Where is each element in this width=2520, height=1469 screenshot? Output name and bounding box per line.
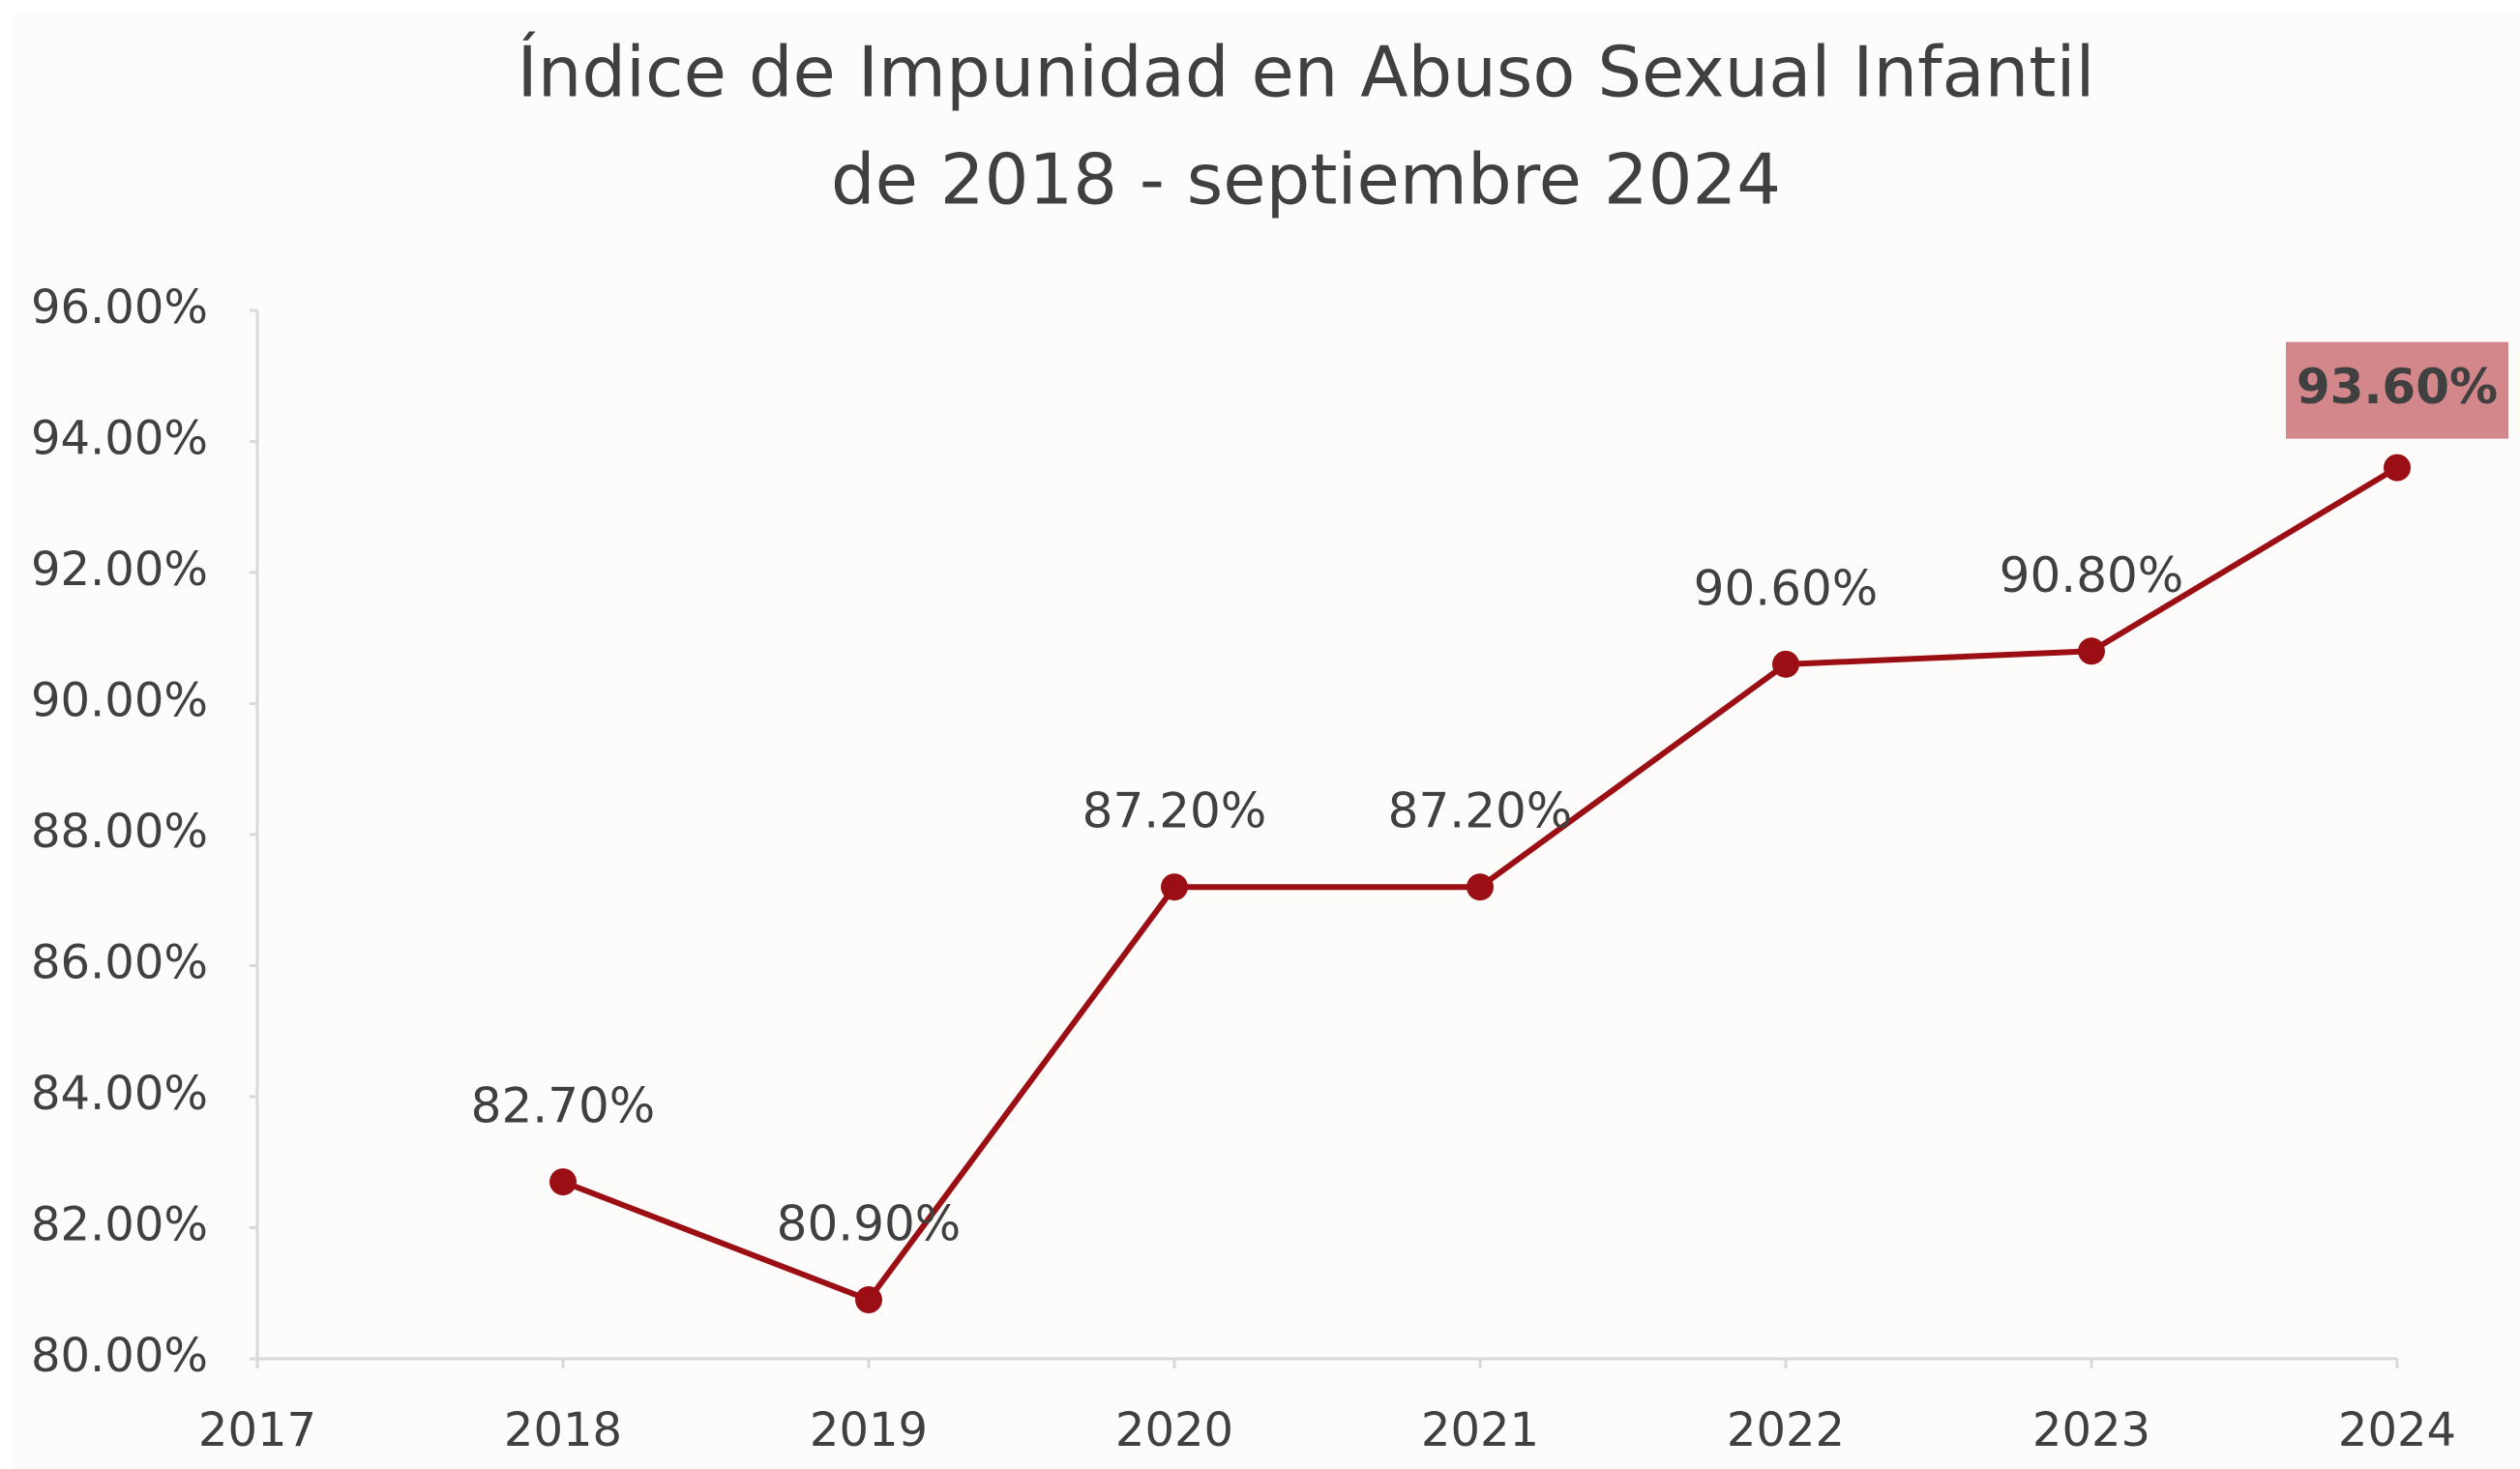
data-label: 87.20% xyxy=(1388,783,1573,839)
y-tick-label: 84.00% xyxy=(31,1067,208,1121)
data-point xyxy=(1772,651,1799,678)
y-tick-label: 86.00% xyxy=(31,936,208,990)
y-tick-label: 96.00% xyxy=(31,280,208,335)
data-point xyxy=(1161,873,1188,900)
data-point xyxy=(549,1168,577,1195)
x-tick-label: 2020 xyxy=(1115,1403,1233,1457)
x-tick-label: 2021 xyxy=(1421,1403,1539,1457)
data-label: 82.70% xyxy=(471,1078,656,1134)
y-tick-label: 92.00% xyxy=(31,543,208,597)
data-label: 80.90% xyxy=(777,1196,962,1252)
data-label-highlight: 93.60% xyxy=(2297,359,2498,415)
x-tick-label: 2024 xyxy=(2338,1403,2456,1457)
y-tick-label: 80.00% xyxy=(31,1329,208,1383)
y-tick-label: 82.00% xyxy=(31,1198,208,1252)
data-point xyxy=(855,1286,882,1313)
data-point xyxy=(2384,455,2411,482)
data-point xyxy=(2078,637,2105,664)
y-tick-label: 94.00% xyxy=(31,412,208,466)
data-point xyxy=(1467,873,1494,900)
data-label: 90.60% xyxy=(1694,560,1879,616)
x-tick-label: 2019 xyxy=(810,1403,928,1457)
chart-title: Índice de Impunidad en Abuso Sexual Infa… xyxy=(517,32,2094,113)
data-label: 87.20% xyxy=(1082,783,1267,839)
chart: Índice de Impunidad en Abuso Sexual Infa… xyxy=(0,0,2520,1469)
x-tick-label: 2023 xyxy=(2032,1403,2150,1457)
x-tick-label: 2018 xyxy=(504,1403,622,1457)
plot-background xyxy=(14,14,2520,1469)
x-tick-label: 2022 xyxy=(1727,1403,1845,1457)
y-tick-label: 88.00% xyxy=(31,805,208,859)
chart-title: de 2018 - septiembre 2024 xyxy=(831,139,1781,220)
y-tick-label: 90.00% xyxy=(31,674,208,728)
data-label: 90.80% xyxy=(2000,547,2184,603)
x-tick-label: 2017 xyxy=(198,1403,316,1457)
